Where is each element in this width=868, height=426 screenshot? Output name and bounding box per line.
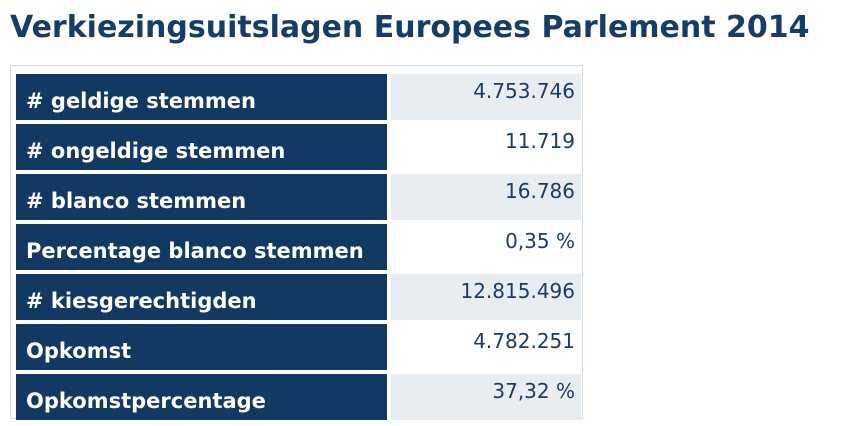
- row-value: 0,35 %: [391, 224, 581, 270]
- row-label: # blanco stemmen: [16, 174, 387, 220]
- cell-gap: [387, 174, 391, 220]
- table-row-blanco-stemmen: # blanco stemmen 16.786: [16, 174, 581, 220]
- row-label: # geldige stemmen: [16, 74, 387, 120]
- row-label: # ongeldige stemmen: [16, 124, 387, 170]
- table-row-percentage-blanco-stemmen: Percentage blanco stemmen 0,35 %: [16, 224, 581, 270]
- row-value: 11.719: [391, 124, 581, 170]
- table-row-kiesgerechtigden: # kiesgerechtigden 12.815.496: [16, 274, 581, 320]
- cell-gap: [387, 74, 391, 120]
- table-row-opkomstpercentage: Opkomstpercentage 37,32 %: [16, 374, 581, 420]
- cell-gap: [387, 124, 391, 170]
- cell-gap: [387, 224, 391, 270]
- cell-gap: [387, 324, 391, 370]
- results-table-container: # geldige stemmen 4.753.746 # ongeldige …: [10, 65, 583, 420]
- row-value: 16.786: [391, 174, 581, 220]
- results-table: # geldige stemmen 4.753.746 # ongeldige …: [16, 70, 581, 424]
- table-row-geldige-stemmen: # geldige stemmen 4.753.746: [16, 74, 581, 120]
- row-label: Opkomst: [16, 324, 387, 370]
- row-value: 12.815.496: [391, 274, 581, 320]
- page-title: Verkiezingsuitslagen Europees Parlement …: [10, 10, 810, 45]
- row-label: Opkomstpercentage: [16, 374, 387, 420]
- table-row-opkomst: Opkomst 4.782.251: [16, 324, 581, 370]
- cell-gap: [387, 274, 391, 320]
- row-label: Percentage blanco stemmen: [16, 224, 387, 270]
- row-value: 4.753.746: [391, 74, 581, 120]
- cell-gap: [387, 374, 391, 420]
- row-value: 37,32 %: [391, 374, 581, 420]
- row-value: 4.782.251: [391, 324, 581, 370]
- table-row-ongeldige-stemmen: # ongeldige stemmen 11.719: [16, 124, 581, 170]
- row-label: # kiesgerechtigden: [16, 274, 387, 320]
